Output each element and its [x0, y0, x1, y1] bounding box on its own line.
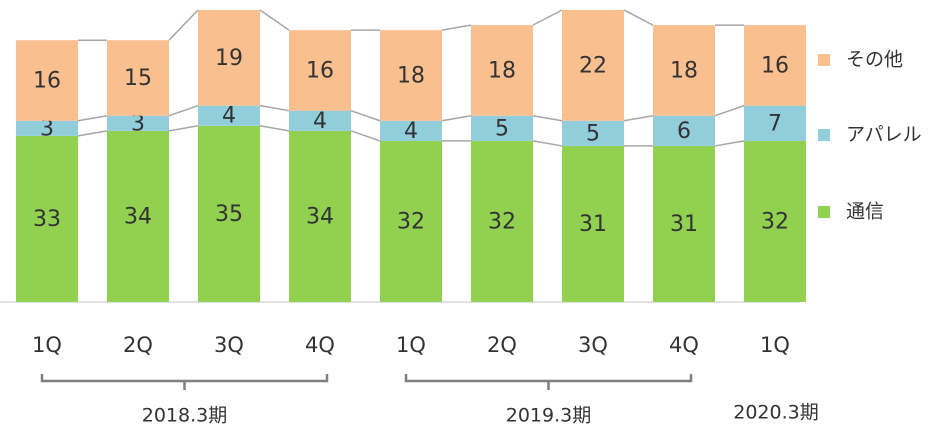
- data-label: 7: [768, 111, 782, 136]
- bar-segment: [380, 30, 442, 121]
- connector-line: [259, 9, 290, 31]
- legend-swatch: [818, 54, 830, 66]
- connector-line: [441, 24, 472, 31]
- bar-segment: [16, 120, 78, 136]
- legend-swatch: [818, 206, 830, 218]
- connector-line: [259, 125, 290, 132]
- data-label: 16: [33, 68, 61, 93]
- bar-segment: [562, 145, 624, 302]
- bar-segment: [653, 115, 715, 146]
- connector-line: [77, 114, 108, 122]
- connector-line: [77, 130, 108, 137]
- data-label: 32: [761, 209, 789, 234]
- x-tick-label: 4Q: [669, 333, 699, 357]
- x-tick-label: 2Q: [123, 333, 153, 357]
- data-label: 16: [761, 53, 789, 78]
- x-tick-label: 4Q: [305, 333, 335, 357]
- bar-segment: [653, 145, 715, 302]
- data-label: 15: [124, 66, 152, 91]
- x-tick-label: 1Q: [396, 333, 426, 357]
- data-label: 31: [670, 212, 698, 237]
- bar-segment: [107, 115, 169, 131]
- data-label: 18: [397, 63, 425, 88]
- bar-segment: [198, 105, 260, 126]
- connector-line: [168, 125, 199, 132]
- connector-line: [714, 104, 745, 117]
- bar-segment: [380, 140, 442, 302]
- x-tick-label: 3Q: [578, 333, 608, 357]
- legend-swatch: [818, 129, 830, 141]
- group-label: 2020.3期: [733, 402, 818, 424]
- bar-segment: [653, 25, 715, 116]
- bar-segment: [289, 30, 351, 111]
- bar-segment: [289, 130, 351, 302]
- connector-line: [168, 104, 199, 117]
- connector-line: [441, 114, 472, 122]
- legend-label: 通信: [846, 201, 884, 223]
- bar-segment: [107, 40, 169, 116]
- data-label: 32: [488, 209, 516, 234]
- connector-line: [623, 114, 654, 122]
- bar-segment: [198, 125, 260, 302]
- x-tick-label: 3Q: [214, 333, 244, 357]
- data-label: 33: [33, 207, 61, 232]
- data-label: 22: [579, 53, 607, 78]
- bar-segment: [198, 10, 260, 106]
- bar-segment: [471, 140, 533, 302]
- data-label: 5: [586, 121, 600, 146]
- x-tick-label: 1Q: [760, 333, 790, 357]
- group-label: 2019.3期: [506, 405, 591, 427]
- bar-segment: [562, 10, 624, 121]
- group-bracket: [40, 374, 329, 390]
- connector-line: [350, 109, 381, 122]
- bar-segment: [380, 120, 442, 141]
- group-bracket: [404, 374, 693, 390]
- bar-segment: [471, 25, 533, 116]
- data-label: 35: [215, 202, 243, 227]
- data-label: 18: [670, 58, 698, 83]
- data-label: 4: [222, 104, 236, 129]
- data-label: 3: [131, 111, 145, 136]
- connector-line: [168, 9, 199, 41]
- data-label: 16: [306, 58, 334, 83]
- connector-line: [259, 104, 290, 112]
- connector-line: [623, 9, 654, 26]
- legend-label: その他: [846, 49, 903, 71]
- bar-segment: [744, 140, 806, 302]
- data-label: 4: [404, 119, 418, 144]
- data-label: 19: [215, 46, 243, 71]
- bar-segment: [107, 130, 169, 302]
- data-label: 5: [495, 116, 509, 141]
- bar-segment: [16, 40, 78, 121]
- data-label: 18: [488, 58, 516, 83]
- bar-segment: [562, 120, 624, 146]
- data-label: 31: [579, 212, 607, 237]
- connector-line: [532, 114, 563, 122]
- data-label: 6: [677, 119, 691, 144]
- data-label: 34: [306, 204, 334, 229]
- data-label: 4: [313, 109, 327, 134]
- bar-segment: [471, 115, 533, 141]
- x-tick-label: 1Q: [32, 333, 62, 357]
- connector-line: [532, 140, 563, 147]
- bar-segment: [744, 105, 806, 141]
- connector-line: [532, 9, 563, 26]
- bar-segment: [16, 135, 78, 302]
- connector-line: [714, 140, 745, 147]
- group-label: 2018.3期: [142, 405, 227, 427]
- connector-line: [350, 130, 381, 142]
- x-tick-label: 2Q: [487, 333, 517, 357]
- bar-segment: [744, 25, 806, 106]
- legend-label: アパレル: [846, 124, 922, 146]
- data-label: 3: [40, 116, 54, 141]
- data-label: 34: [124, 204, 152, 229]
- bar-segment: [289, 110, 351, 131]
- data-label: 32: [397, 209, 425, 234]
